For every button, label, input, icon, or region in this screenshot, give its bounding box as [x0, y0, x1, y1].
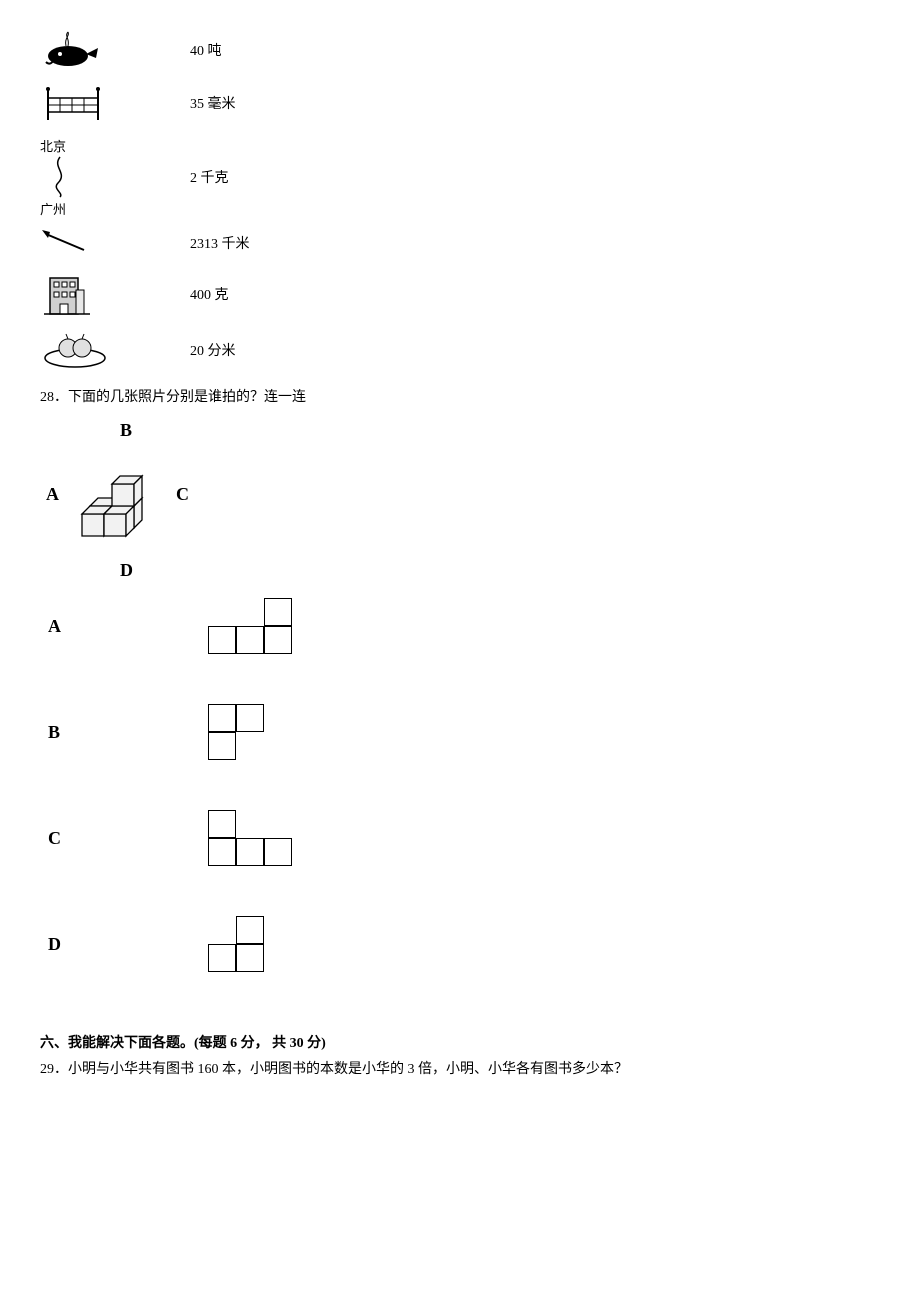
match-row-plate: 20 分米: [40, 330, 880, 370]
match-label: 35 毫米: [190, 93, 236, 113]
map-top-text: 北京: [40, 136, 66, 155]
match-row-building: 400 克: [40, 268, 880, 320]
match-label: 400 克: [190, 284, 229, 304]
map-route-icon: 北京 广州: [40, 136, 140, 218]
plate-fruit-icon: [40, 330, 140, 370]
section6-heading: 六、我能解决下面各题。(每题 6 分， 共 30 分): [40, 1032, 880, 1052]
match-row-map: 北京 广州 2 千克: [40, 136, 880, 218]
view-label-a: A: [48, 616, 108, 637]
view-row-d: D: [40, 916, 880, 972]
nail-icon: [40, 228, 140, 258]
view-row-a: A: [40, 598, 880, 654]
match-row-nail: 2313 千米: [40, 228, 880, 258]
matching-list: 40 吨 35 毫米 北京 广州 2 千克: [40, 30, 880, 370]
view-shape-a: [208, 598, 292, 654]
view-label-c: C: [48, 828, 108, 849]
q29-text: 小明与小华共有图书 160 本，小明图书的本数是小华的 3 倍，小明、小华各有图…: [68, 1062, 628, 1077]
map-bottom-text: 广州: [40, 199, 66, 218]
q29-number: 29．: [40, 1062, 68, 1077]
match-label: 20 分米: [190, 340, 236, 360]
view-label-b: B: [48, 722, 108, 743]
match-row-whale: 40 吨: [40, 30, 880, 70]
match-label: 40 吨: [190, 40, 222, 60]
view-label-d: D: [48, 934, 108, 955]
q29-line: 29．小明与小华共有图书 160 本，小明图书的本数是小华的 3 倍，小明、小华…: [40, 1058, 880, 1078]
view-row-c: C: [40, 810, 880, 866]
match-label: 2 千克: [190, 167, 229, 187]
building-icon: [40, 268, 140, 320]
view-shape-d: [208, 916, 264, 972]
bed-icon: [40, 80, 140, 126]
match-label: 2313 千米: [190, 233, 250, 253]
q28-prompt: 28．下面的几张照片分别是谁拍的？连一连: [40, 386, 880, 406]
view-shape-b: [208, 704, 264, 760]
q28-text: 下面的几张照片分别是谁拍的？连一连: [68, 390, 306, 405]
q28-number: 28．: [40, 390, 68, 405]
match-row-bed: 35 毫米: [40, 80, 880, 126]
whale-icon: [40, 30, 140, 70]
view-row-b: B: [40, 704, 880, 760]
cube-scene: B A C D: [40, 420, 220, 590]
view-shape-c: [208, 810, 292, 866]
